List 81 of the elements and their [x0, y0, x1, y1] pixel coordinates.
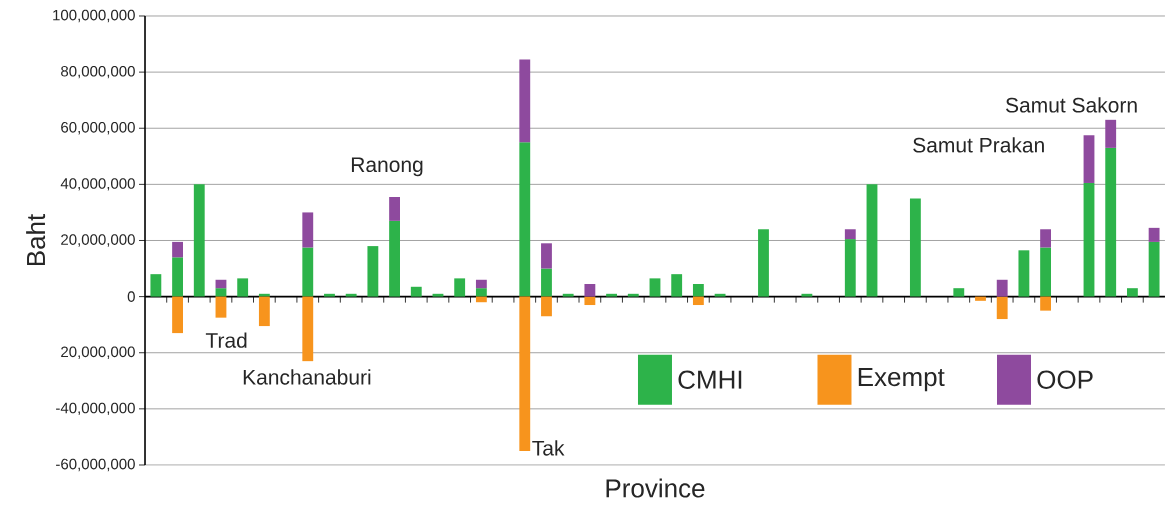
bar — [562, 293, 574, 297]
bar — [844, 239, 856, 297]
bar — [975, 296, 986, 301]
y-tick-label: -60,000,000 — [56, 458, 135, 472]
bar — [1148, 241, 1160, 297]
bar — [1040, 247, 1052, 297]
bar — [150, 274, 162, 297]
bar — [389, 220, 400, 297]
bar — [606, 293, 618, 297]
bar — [1126, 288, 1138, 297]
bar — [324, 293, 335, 297]
bar — [671, 274, 683, 297]
bar — [258, 296, 270, 327]
y-tick-label: 0 — [127, 291, 135, 302]
bar — [172, 241, 183, 258]
bar — [215, 296, 227, 318]
bar — [475, 279, 487, 289]
bar — [844, 229, 856, 240]
bar — [519, 296, 531, 451]
y-tick-label: 80,000,000 — [61, 65, 135, 79]
bar — [996, 279, 1008, 297]
bar — [367, 246, 379, 297]
bar — [584, 283, 596, 297]
annotation: Samut Prakan — [913, 137, 1044, 153]
annotation: Trad — [205, 332, 247, 348]
bar — [475, 296, 487, 303]
bar — [866, 184, 878, 297]
bar — [475, 288, 487, 297]
y-tick-label: 20,000,000 — [61, 346, 135, 359]
bar — [345, 293, 357, 297]
bar — [541, 243, 552, 269]
bar — [714, 293, 726, 297]
bar — [172, 296, 183, 334]
bar — [692, 283, 704, 297]
bar — [1148, 227, 1160, 242]
y-axis-title: Baht — [26, 213, 46, 266]
bar — [1083, 182, 1095, 297]
y-tick-label: 40,000,000 — [60, 178, 135, 191]
bar — [541, 268, 552, 297]
bar — [193, 184, 205, 297]
legend-label: CMHI — [678, 370, 742, 389]
bar — [172, 257, 183, 297]
bar — [1105, 147, 1117, 297]
bar — [692, 296, 704, 306]
bar — [758, 229, 769, 297]
bar — [953, 288, 965, 297]
bar — [909, 198, 921, 297]
bar — [996, 296, 1008, 320]
bar — [410, 286, 422, 297]
annotation: Kanchanaburi — [243, 369, 371, 385]
bar — [1083, 135, 1095, 183]
bar — [237, 278, 249, 297]
bar — [541, 296, 552, 317]
bar — [1018, 250, 1030, 297]
legend-label: OOP — [1037, 370, 1093, 389]
bar — [432, 293, 444, 297]
bar — [627, 293, 639, 297]
bar — [454, 278, 466, 297]
bar — [258, 293, 270, 297]
bar — [1105, 119, 1117, 148]
x-axis-title: Province — [606, 478, 705, 498]
bar — [302, 296, 314, 362]
bar — [584, 296, 596, 306]
bar — [519, 142, 531, 297]
annotation: Samut Sakorn — [1005, 97, 1137, 113]
y-tick-label: 60,000,000 — [61, 122, 135, 135]
bar — [649, 278, 661, 297]
bar — [389, 196, 400, 221]
annotation: Tak — [532, 440, 565, 456]
annotation: Ranong — [351, 157, 423, 177]
bar — [302, 247, 314, 297]
bar — [519, 59, 531, 143]
y-tick-label: -40,000,000 — [56, 402, 135, 416]
bar — [215, 288, 227, 297]
bar — [1040, 296, 1052, 311]
y-tick-label: 100,000,000 — [53, 9, 135, 23]
bar — [302, 212, 314, 248]
legend-label: Exempt — [858, 368, 945, 392]
bar — [1040, 229, 1052, 248]
y-tick-label: 20,000,000 — [61, 234, 135, 247]
bar — [801, 293, 813, 297]
